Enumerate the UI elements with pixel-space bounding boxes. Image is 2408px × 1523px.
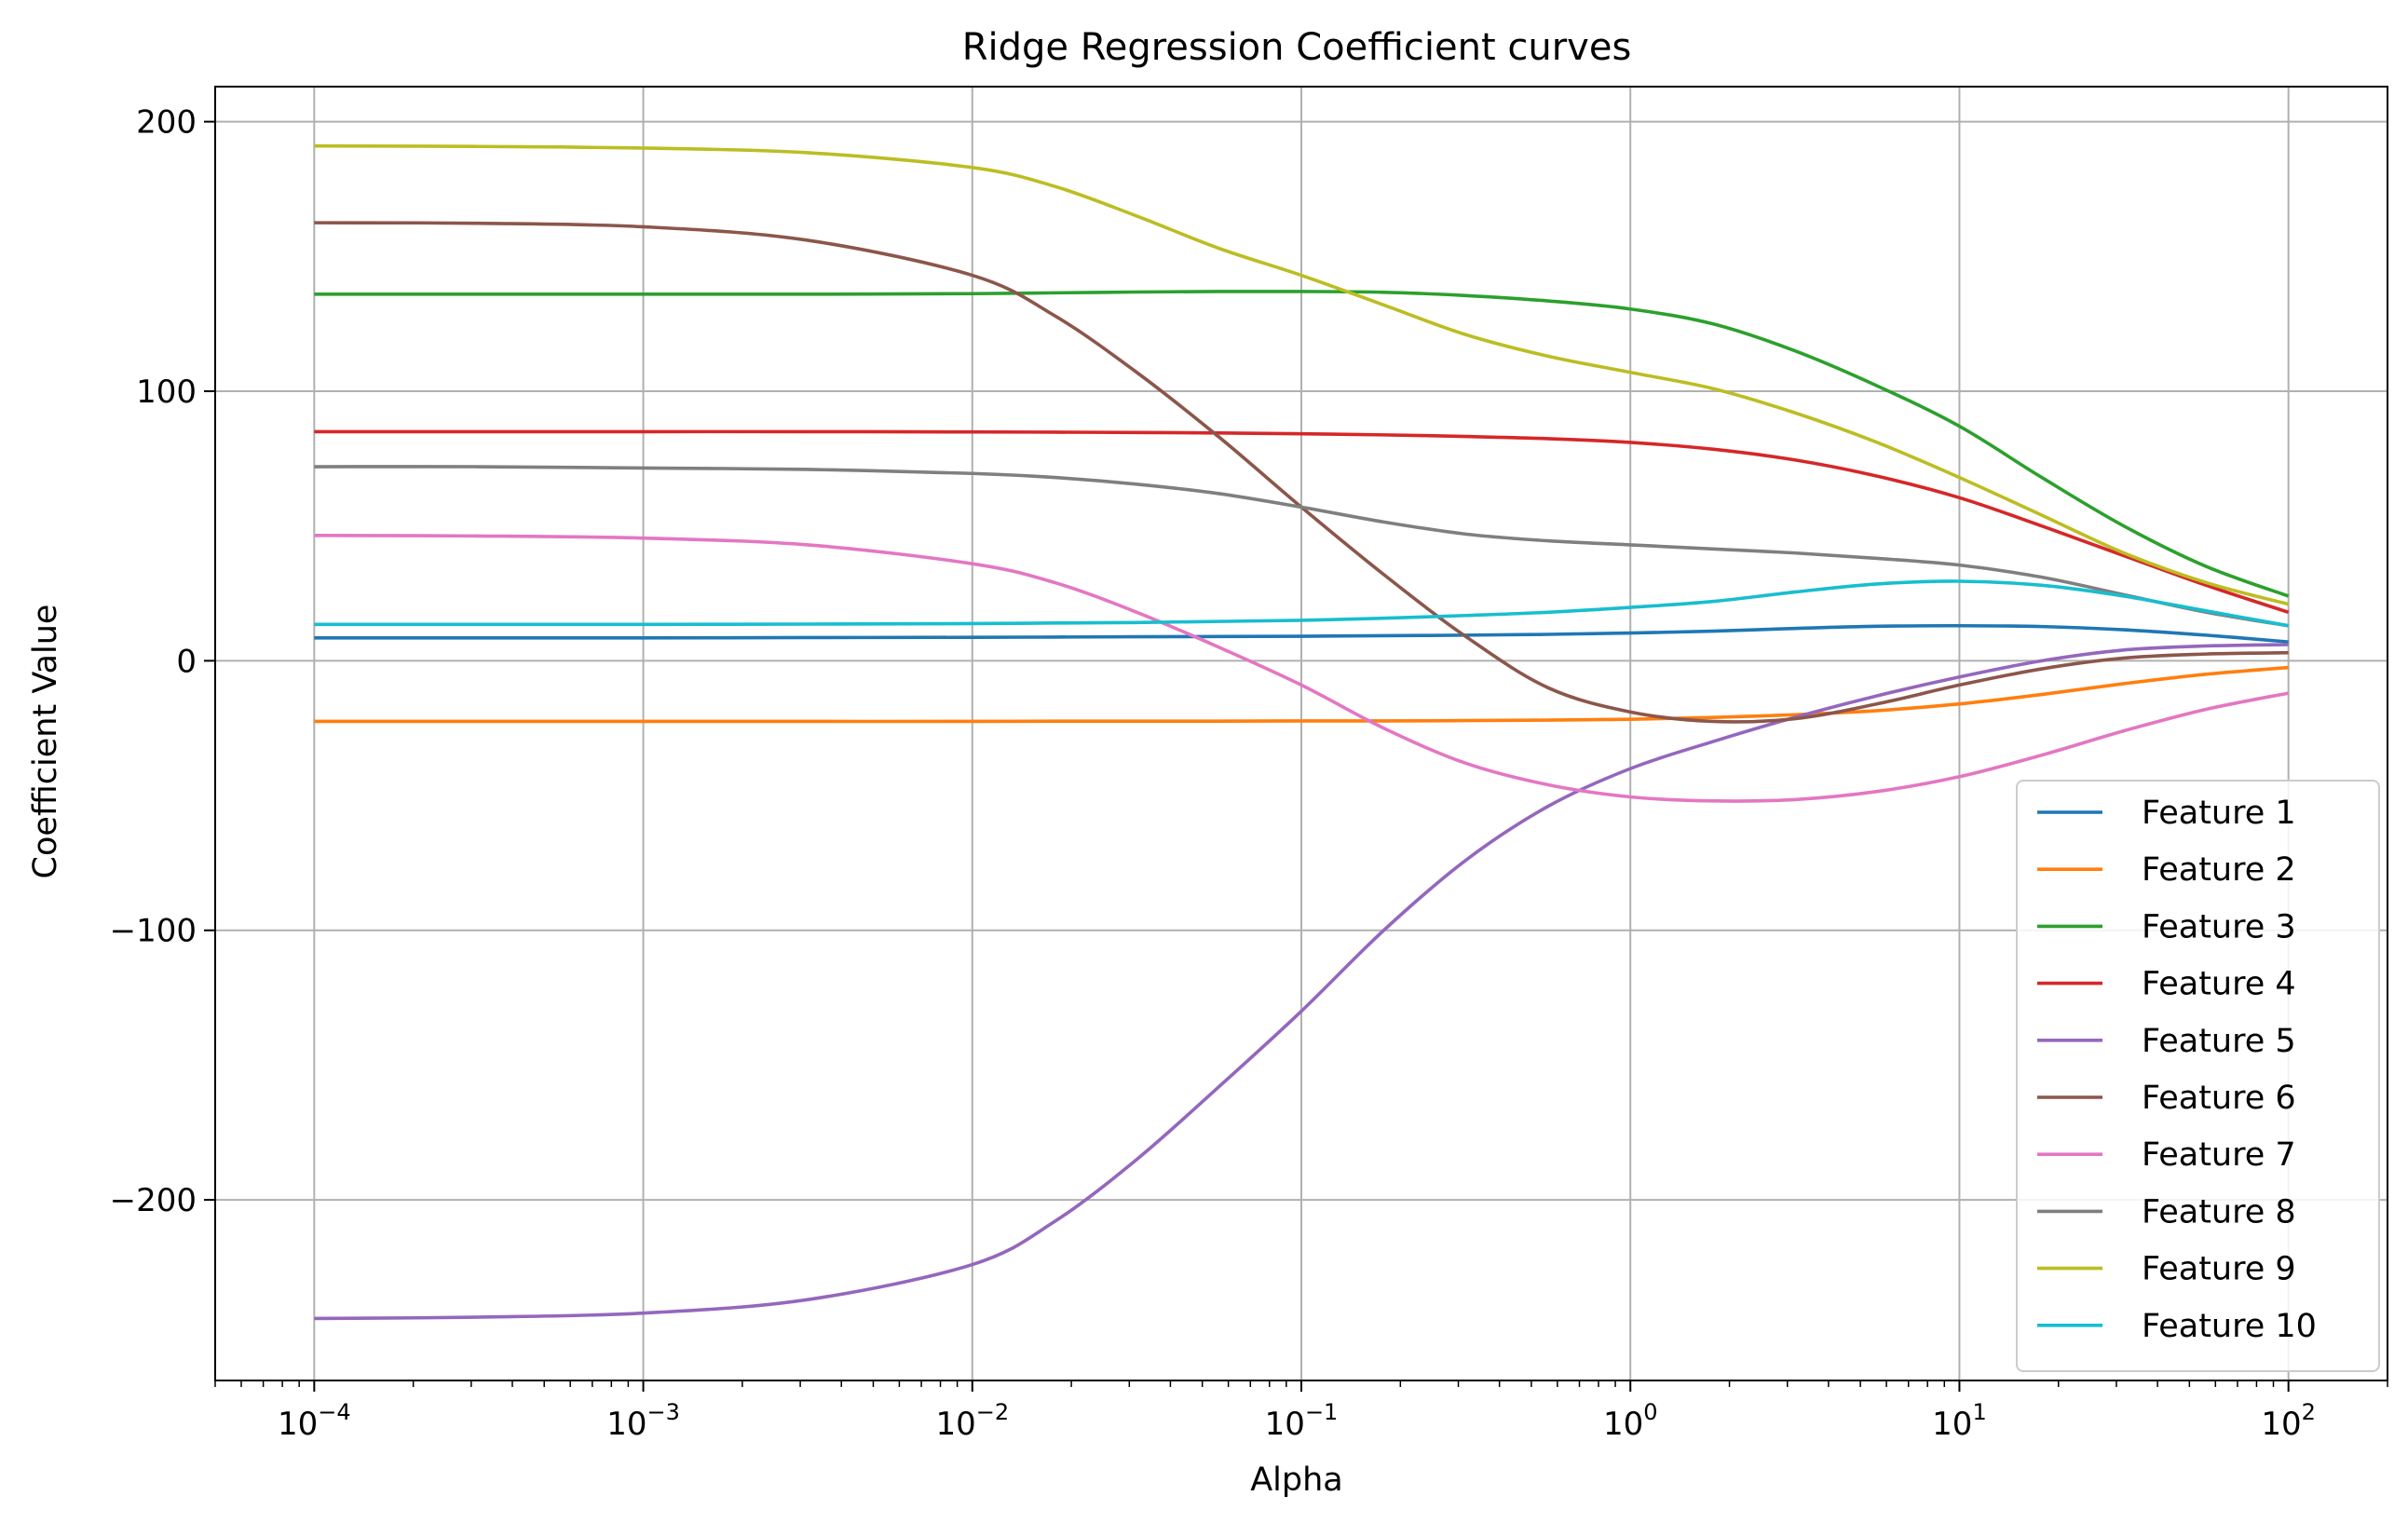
series-line-feature-9	[314, 143, 2290, 606]
x-tick-labels: 10−4 10−3 10−2 10−1 100 101 102	[278, 1399, 2316, 1443]
legend-entry: Feature 8	[2037, 1193, 2296, 1231]
series-lines	[314, 143, 2290, 1321]
y-tick-label: −100	[110, 913, 197, 950]
y-tick-label: −200	[110, 1182, 197, 1219]
legend: Feature 1 Feature 2 Feature 3 Feature 4 Feat…	[2016, 780, 2380, 1372]
legend-label: Feature 9	[2142, 1251, 2296, 1288]
x-tick-label: 101	[1932, 1399, 1987, 1443]
legend-label: Feature 5	[2142, 1023, 2296, 1060]
x-tick-label: 10−4	[278, 1399, 351, 1443]
series-line-feature-2	[314, 665, 2289, 724]
series-line-feature-5	[314, 643, 2289, 1321]
legend-entry: Feature 7	[2037, 1136, 2296, 1174]
chart-title: Ridge Regression Coefficient curves	[962, 26, 1632, 69]
y-tick-label: 0	[176, 643, 197, 680]
legend-label: Feature 6	[2142, 1080, 2296, 1117]
legend-entry: Feature 2	[2037, 851, 2296, 889]
series-line-feature-4	[314, 429, 2290, 614]
legend-label: Feature 7	[2142, 1136, 2296, 1174]
x-tick-label: 100	[1603, 1399, 1658, 1443]
x-tick-label: 102	[2261, 1399, 2316, 1443]
legend-entry: Feature 4	[2037, 966, 2296, 1003]
legend-entry: Feature 10	[2037, 1308, 2317, 1345]
x-tick-label: 10−2	[935, 1399, 1009, 1443]
legend-label: Feature 1	[2142, 795, 2296, 832]
series-line-feature-1	[314, 623, 2289, 644]
legend-label: Feature 3	[2142, 908, 2296, 945]
series-line-feature-8	[314, 465, 2289, 628]
y-tick-label: 100	[136, 374, 197, 411]
y-axis-label: Coefficient Value	[27, 605, 64, 879]
y-tick-label: 200	[136, 104, 197, 142]
series-line-feature-3	[314, 290, 2290, 598]
y-tick-labels: 200 100 0 −100 −200	[110, 104, 197, 1220]
legend-entry: Feature 6	[2037, 1080, 2296, 1117]
legend-label: Feature 8	[2142, 1193, 2296, 1231]
x-tick-label: 10−1	[1265, 1399, 1339, 1443]
legend-entry: Feature 1	[2037, 795, 2296, 832]
series-line-feature-7	[314, 534, 2290, 803]
x-axis-label: Alpha	[1250, 1462, 1343, 1499]
legend-label: Feature 10	[2142, 1308, 2317, 1345]
legend-entry: Feature 5	[2037, 1023, 2296, 1060]
x-tick-label: 10−3	[606, 1399, 680, 1443]
legend-frame	[2016, 780, 2380, 1372]
series-line-feature-6	[314, 221, 2289, 724]
series-line-feature-10	[314, 579, 2289, 628]
legend-entry: Feature 9	[2037, 1251, 2296, 1288]
ticks	[204, 120, 2388, 1392]
legend-entry: Feature 3	[2037, 908, 2296, 945]
legend-label: Feature 2	[2142, 851, 2296, 889]
legend-label: Feature 4	[2142, 966, 2296, 1003]
